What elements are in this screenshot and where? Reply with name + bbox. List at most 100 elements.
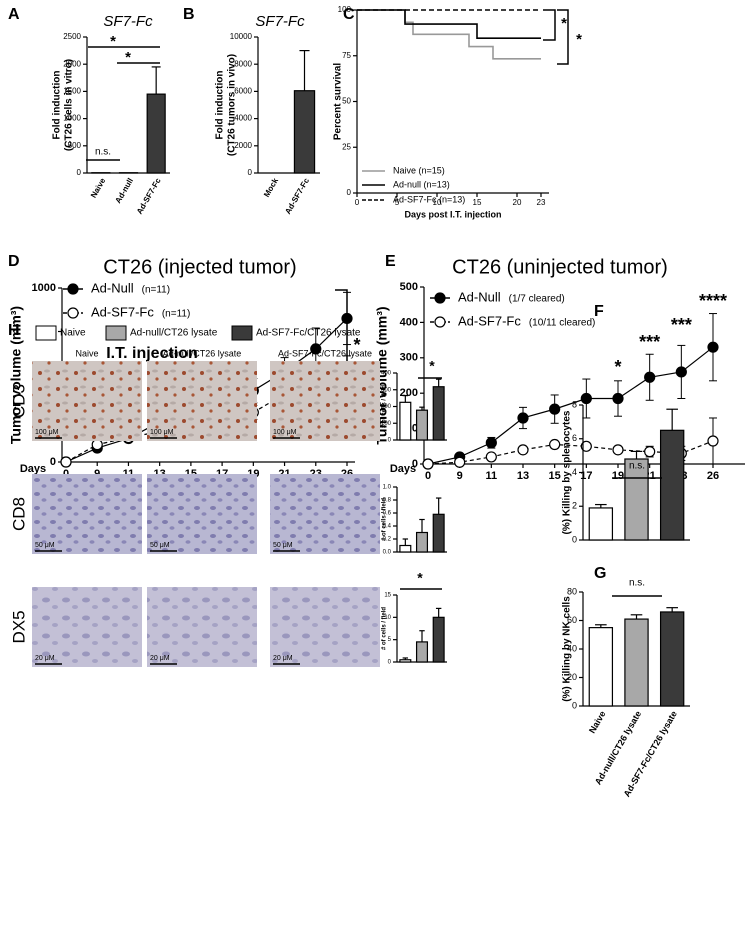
y-tick-label: 20 xyxy=(567,672,577,682)
x-tick-label: 17 xyxy=(580,470,592,482)
y-tick-label: 500 xyxy=(68,141,82,150)
marker xyxy=(454,456,466,468)
marker xyxy=(580,440,592,452)
error-bar xyxy=(435,607,442,618)
y-axis-label: (%) Killing by splenocytes xyxy=(562,410,573,534)
error-bar xyxy=(630,450,643,459)
y-tick-label: 4 xyxy=(572,467,577,477)
y-tick-label: 2000 xyxy=(234,141,252,150)
micrograph xyxy=(270,361,380,441)
legend-label: Ad-Null xyxy=(458,289,501,304)
x-tick-label: 0 xyxy=(425,470,431,482)
x-tick-label: Mock xyxy=(262,176,280,199)
bar xyxy=(146,93,166,174)
significance-bracket xyxy=(543,9,556,41)
x-tick-label: Ad-null xyxy=(113,177,135,205)
y-tick-label: 0.4 xyxy=(383,524,392,530)
row-label: CD8 xyxy=(9,497,28,531)
y-tick-label: 50 xyxy=(342,97,351,106)
bar xyxy=(588,507,614,541)
micrograph xyxy=(270,587,380,667)
column-header: Ad-SF7-Fc/CT26 lysate xyxy=(278,348,372,358)
y-axis-label: (CT26 cells in vitro) xyxy=(64,59,75,151)
micrograph xyxy=(32,587,142,667)
y-tick-label: 400 xyxy=(381,371,392,377)
error-bar xyxy=(435,378,442,387)
annotation: * xyxy=(417,570,423,586)
y-tick-label: 100 xyxy=(338,5,352,14)
y-tick-label: 2000 xyxy=(63,59,81,68)
error-bar xyxy=(419,406,425,411)
y-tick-label: 300 xyxy=(381,387,392,393)
error-bar xyxy=(402,657,409,660)
x-axis-label: Days xyxy=(390,463,416,475)
micrograph xyxy=(32,474,142,554)
marker xyxy=(549,403,561,415)
annotation: * xyxy=(576,31,582,48)
legend-swatch xyxy=(35,325,57,341)
legend-label: Ad-SF7-Fc xyxy=(91,304,154,319)
bar xyxy=(432,386,445,441)
bar xyxy=(293,90,316,174)
legend-marker xyxy=(434,316,446,328)
panel-letter: A xyxy=(8,6,20,23)
y-axis-label: (CT26 tumors in vivo) xyxy=(227,54,238,156)
y-tick-label: 10000 xyxy=(230,32,253,41)
legend-label: Ad-SF7-Fc (n=13) xyxy=(393,194,465,204)
chart-title: CT26 (injected tumor) xyxy=(103,256,296,278)
legend-marker xyxy=(67,283,79,295)
x-tick-label: 13 xyxy=(517,470,529,482)
y-tick-label: 0.0 xyxy=(383,550,392,556)
scale-bar-label: 20 μM xyxy=(150,655,170,662)
y-tick-label: 1500 xyxy=(63,87,81,96)
marker xyxy=(644,446,656,458)
error-bar xyxy=(630,614,643,620)
marker xyxy=(91,439,103,451)
error-bar xyxy=(402,538,409,546)
micrograph xyxy=(147,361,257,441)
panel-letter: H xyxy=(8,322,20,339)
marker xyxy=(675,366,687,378)
y-tick-label: 500 xyxy=(400,281,418,293)
panel-letter: B xyxy=(183,6,195,23)
panel-letter: C xyxy=(343,6,355,23)
legend-note: (10/11 cleared) xyxy=(529,318,596,329)
scale-bar-label: 20 μM xyxy=(273,655,293,662)
marker xyxy=(485,451,497,463)
annotation: I.T. injection xyxy=(106,345,198,362)
x-tick-label: 9 xyxy=(457,470,463,482)
scale-bar-label: 50 μM xyxy=(273,542,293,549)
bar xyxy=(659,429,685,541)
scale-bar-label: 100 μM xyxy=(35,429,59,436)
y-axis-label: Tumor volume (mm³) xyxy=(8,306,24,444)
y-tick-label: 0 xyxy=(572,700,577,710)
x-tick-label: 20 xyxy=(513,198,522,207)
legend-label: Naive (n=15) xyxy=(393,165,445,175)
x-tick-label: 15 xyxy=(473,198,482,207)
error-bar xyxy=(402,395,409,403)
legend-swatch xyxy=(231,325,253,341)
y-tick-label: 200 xyxy=(400,387,418,399)
panel-letter: G xyxy=(594,565,606,582)
y-tick-label: 1.0 xyxy=(383,485,392,491)
y-tick-label: 1000 xyxy=(32,282,56,294)
y-tick-label: 200 xyxy=(381,404,392,410)
y-tick-label: 0 xyxy=(77,168,82,177)
y-tick-label: 300 xyxy=(400,352,418,364)
x-tick-label: 15 xyxy=(549,470,561,482)
x-tick-label: 11 xyxy=(486,470,498,482)
chart-title: CT26 (uninjected tumor) xyxy=(452,256,668,278)
annotation: n.s. xyxy=(629,461,645,472)
series-line xyxy=(427,346,714,465)
significance: *** xyxy=(671,315,692,335)
legend-label: Ad-SF7-Fc xyxy=(458,313,521,328)
legend-label: Ad-null/CT26 lysate xyxy=(130,328,218,339)
y-tick-label: 5 xyxy=(388,637,392,643)
legend-label: Ad-SF7-Fc/CT26 lysate xyxy=(256,328,361,339)
legend-label: Ad-null (n=13) xyxy=(393,179,450,189)
legend-note: (n=11) xyxy=(142,285,170,296)
significance: *** xyxy=(639,332,660,352)
y-tick-label: 0 xyxy=(248,168,253,177)
y-tick-label: 15 xyxy=(384,593,391,599)
x-tick-label: 0 xyxy=(63,468,69,480)
